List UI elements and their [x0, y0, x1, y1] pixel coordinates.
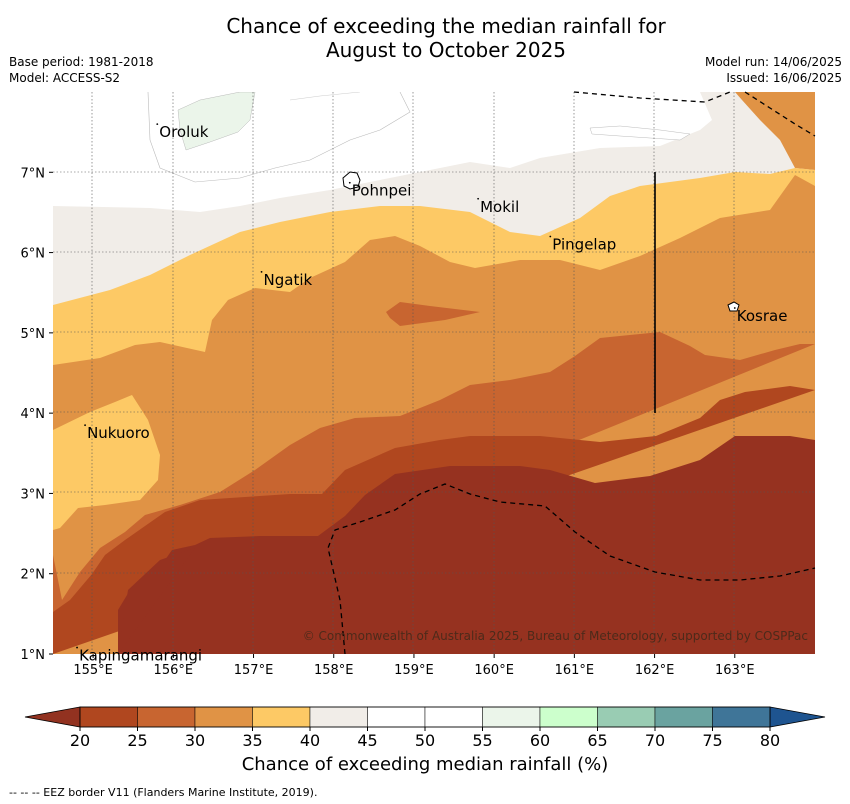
colorbar-swatch — [367, 706, 426, 728]
colorbar-swatch — [194, 706, 253, 728]
place-label: Ngatik — [264, 271, 313, 289]
place-label: Kosrae — [737, 307, 788, 325]
colorbar-tick-label: 40 — [300, 731, 320, 750]
island-30 — [735, 92, 815, 170]
blob-30 — [386, 302, 480, 326]
map-title: Chance of exceeding the median rainfall … — [0, 14, 850, 62]
colorbar-swatch — [597, 706, 656, 728]
colorbar-swatch — [654, 706, 713, 728]
place-label: Mokil — [480, 198, 519, 216]
copyright-notice: © Commonwealth of Australia 2025, Bureau… — [303, 629, 808, 643]
place-marker — [76, 646, 78, 649]
lon-tick-label: 155°E — [73, 663, 113, 678]
colorbar-swatch — [309, 706, 368, 728]
white-patch — [589, 125, 691, 141]
islands — [342, 171, 740, 312]
colorbar-tick-label: 45 — [357, 731, 377, 750]
lat-tick-label: 4°N — [21, 407, 46, 422]
colorbar-over-arrow — [769, 706, 826, 728]
colorbar-tick-label: 35 — [242, 731, 262, 750]
colorbar-swatch — [424, 706, 483, 728]
place-label: Kapingamarangi — [79, 647, 202, 665]
longitude-ticks: 155°E 156°E 157°E 158°E 159°E 160°E 161°E 162°E… — [73, 654, 755, 678]
place-marker — [477, 197, 480, 200]
lat-tick-label: 2°N — [21, 568, 46, 583]
eez-footnote: -- -- -- EEZ border V11 (Flanders Marine… — [9, 786, 318, 799]
colorbar-swatch — [137, 706, 196, 728]
colorbar-tick-label: 50 — [415, 731, 435, 750]
lat-tick-label: 5°N — [21, 327, 46, 342]
contour-line-thin — [147, 92, 411, 183]
colorbar-tick-label: 25 — [127, 731, 147, 750]
colorbar-tick-label: 55 — [472, 731, 492, 750]
region-55 — [177, 92, 256, 151]
colorbar-tick-label: 60 — [530, 731, 550, 750]
colorbar-under-arrow — [24, 706, 81, 728]
lon-tick-label: 162°E — [635, 663, 675, 678]
place-marker — [156, 123, 159, 126]
place-marker — [84, 424, 86, 427]
place-label: Oroluk — [159, 123, 208, 141]
lon-tick-label: 160°E — [474, 663, 514, 678]
title-line-2: August to October 2025 — [325, 38, 567, 62]
colorbar-swatch — [539, 706, 598, 728]
colorbar-swatch — [482, 706, 541, 728]
place-marker — [348, 181, 351, 184]
colorbar-swatch — [712, 706, 771, 728]
title-line-1: Chance of exceeding the median rainfall … — [226, 14, 666, 38]
place-labels: Oroluk Pohnpei Ngatik Mokil Pingelap Kosrae Nu… — [76, 123, 788, 665]
model-run: Model run: 14/06/2025 — [704, 55, 842, 69]
latitude-ticks: 7°N 6°N 5°N 4°N 3°N 2°N 1°N — [21, 166, 53, 663]
pohnpei-island — [342, 171, 361, 190]
lon-tick-label: 163°E — [715, 663, 755, 678]
lon-tick-label: 157°E — [234, 663, 274, 678]
colorbar-tick-label: 65 — [587, 731, 607, 750]
lon-tick-label: 158°E — [314, 663, 354, 678]
meta-right: Model run: 14/06/2025 Issued: 16/06/2025 — [705, 54, 842, 86]
issued-date: Issued: 16/06/2025 — [726, 71, 842, 85]
colorbar-tick-label: 75 — [702, 731, 722, 750]
nukuoro-40 — [53, 395, 160, 530]
place-label: Nukuoro — [87, 424, 150, 442]
meta-left: Base period: 1981-2018 Model: ACCESS-S2 — [9, 54, 154, 86]
colorbar-tick-label: 30 — [185, 731, 205, 750]
colorbar-label: Chance of exceeding median rainfall (%) — [241, 754, 609, 775]
lat-tick-label: 6°N — [21, 247, 46, 262]
lat-tick-label: 7°N — [21, 166, 46, 181]
contour-line-thin-2 — [289, 92, 361, 101]
colorbar-swatch — [252, 706, 311, 728]
place-marker — [733, 307, 736, 309]
region-20b — [118, 548, 195, 654]
gridlines — [53, 92, 815, 654]
region-20 — [53, 436, 815, 654]
lon-tick-label: 161°E — [555, 663, 595, 678]
colorbar-tick-label: 20 — [70, 731, 90, 750]
base-period: Base period: 1981-2018 — [9, 55, 154, 69]
colorbar: 20 25 30 35 40 45 50 55 60 65 70 75 80 — [24, 706, 826, 750]
eez-border-south — [327, 483, 816, 655]
eez-border-north — [573, 91, 731, 103]
eez-borders — [327, 91, 816, 655]
colorbar-tick-label: 70 — [645, 731, 665, 750]
place-marker — [260, 270, 263, 273]
place-marker — [549, 235, 552, 238]
colorbar-swatch — [79, 706, 138, 728]
model-name: Model: ACCESS-S2 — [9, 71, 121, 85]
place-label: Pohnpei — [352, 182, 412, 200]
contour-layer — [53, 92, 815, 654]
lon-tick-label: 159°E — [394, 663, 434, 678]
colorbar-tick-label: 80 — [760, 731, 780, 750]
kosrae-island — [727, 301, 740, 312]
lat-tick-label: 1°N — [21, 648, 46, 663]
lon-tick-label: 156°E — [154, 663, 194, 678]
lat-tick-label: 3°N — [21, 487, 46, 502]
place-label: Pingelap — [552, 236, 616, 254]
